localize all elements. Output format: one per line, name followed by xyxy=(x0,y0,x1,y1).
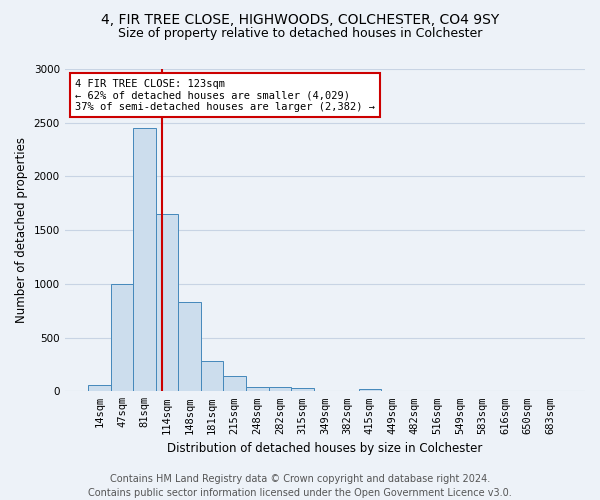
X-axis label: Distribution of detached houses by size in Colchester: Distribution of detached houses by size … xyxy=(167,442,482,455)
Bar xyxy=(178,302,201,392)
Bar xyxy=(133,128,156,392)
Y-axis label: Number of detached properties: Number of detached properties xyxy=(15,137,28,323)
Bar xyxy=(269,387,291,392)
Bar xyxy=(223,376,246,392)
Bar xyxy=(88,386,111,392)
Bar xyxy=(291,388,314,392)
Text: Contains HM Land Registry data © Crown copyright and database right 2024.
Contai: Contains HM Land Registry data © Crown c… xyxy=(88,474,512,498)
Bar xyxy=(201,361,223,392)
Bar xyxy=(156,214,178,392)
Bar xyxy=(246,387,269,392)
Text: 4 FIR TREE CLOSE: 123sqm
← 62% of detached houses are smaller (4,029)
37% of sem: 4 FIR TREE CLOSE: 123sqm ← 62% of detach… xyxy=(75,78,375,112)
Text: Size of property relative to detached houses in Colchester: Size of property relative to detached ho… xyxy=(118,28,482,40)
Text: 4, FIR TREE CLOSE, HIGHWOODS, COLCHESTER, CO4 9SY: 4, FIR TREE CLOSE, HIGHWOODS, COLCHESTER… xyxy=(101,12,499,26)
Bar xyxy=(111,284,133,392)
Bar xyxy=(359,389,381,392)
